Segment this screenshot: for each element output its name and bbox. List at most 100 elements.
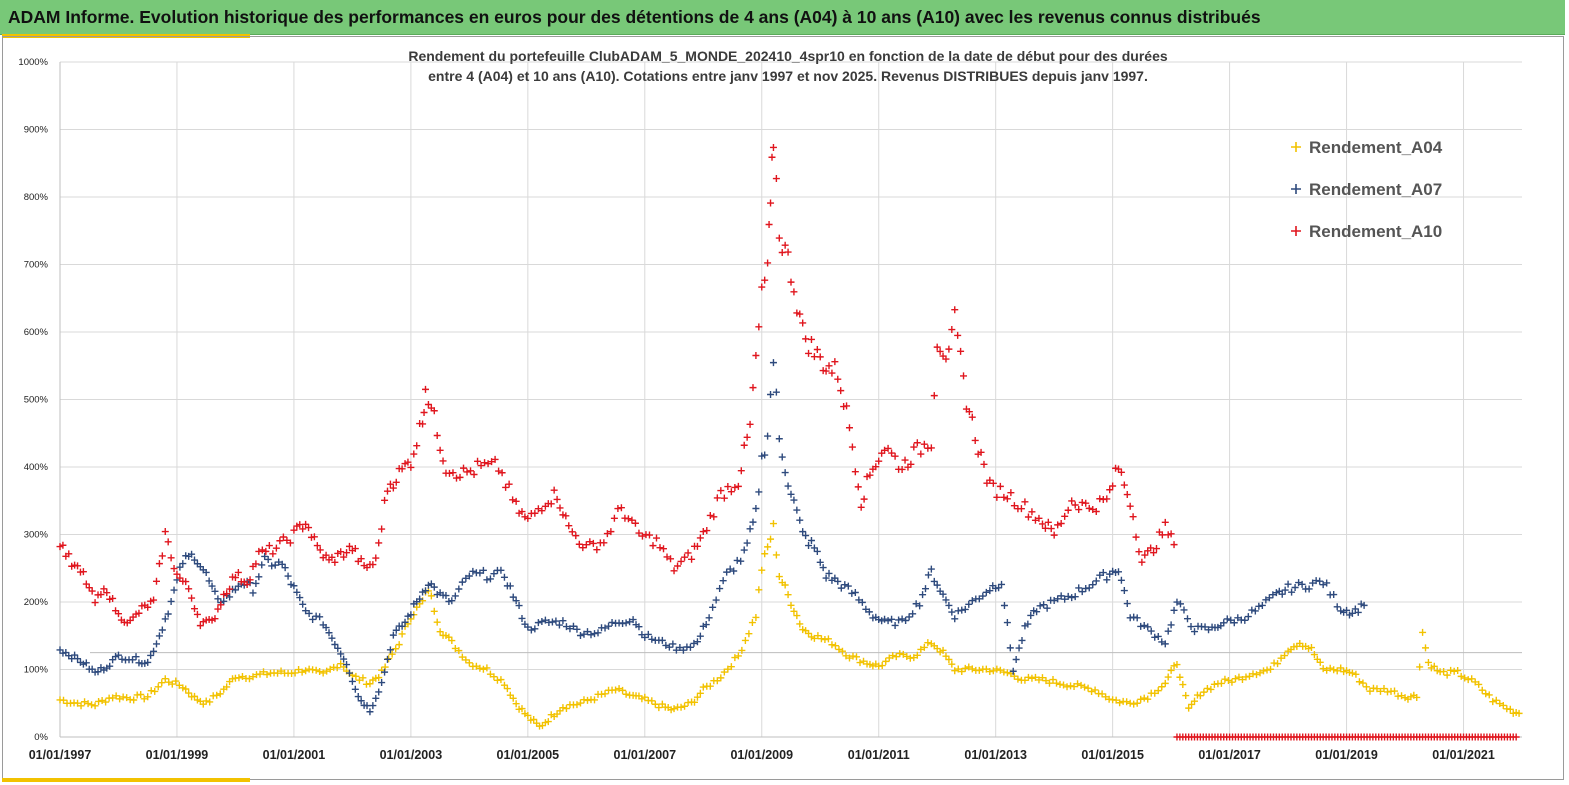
rendement-a10-point (246, 576, 254, 584)
rendement-a10-point (884, 444, 892, 452)
rendement-a10-point (1161, 518, 1169, 526)
rendement-a04-point (1256, 669, 1264, 677)
rendement-a04-point (1164, 673, 1172, 681)
rendement-a07-point (284, 572, 292, 580)
rendement-a10-point (822, 367, 830, 375)
rendement-a10-point (631, 519, 639, 527)
rendement-a04-point (761, 550, 769, 558)
rendement-a10-point (930, 392, 938, 400)
rendement-a10-point (986, 476, 994, 484)
rendement-a10-point (670, 567, 678, 575)
rendement-a04-point (1413, 693, 1421, 701)
rendement-a07-point (793, 506, 801, 514)
rendement-a07-point (366, 708, 374, 716)
rendement-a10-point (82, 580, 90, 588)
rendement-a07-point (1180, 606, 1188, 614)
rendement-a04-point (168, 680, 176, 688)
rendement-a04-point (1376, 687, 1384, 695)
rendement-a07-point (749, 518, 757, 526)
rendement-a07-point (340, 655, 348, 663)
rendement-a10-point (378, 525, 386, 533)
rendement-a07-point (176, 563, 184, 571)
rendement-a07-point (922, 585, 930, 593)
x-tick-label: 01/01/2009 (730, 748, 793, 762)
rendement-a10-point (752, 352, 760, 360)
rendement-a10-point (854, 483, 862, 491)
rendement-a10-point (1123, 491, 1131, 499)
rendement-a07-point (841, 581, 849, 589)
rendement-a04-point (852, 653, 860, 661)
rendement-a07-point (902, 616, 910, 624)
rendement-a04-point (366, 680, 374, 688)
rendement-a07-point (562, 623, 570, 631)
rendement-a04-point (109, 694, 117, 702)
rendement-a07-point (381, 668, 389, 676)
x-tick-label: 01/01/2005 (497, 748, 560, 762)
rendement-a10-point (816, 353, 824, 361)
rendement-a04-point (102, 698, 110, 706)
header-banner: ADAM Informe. Evolution historique des p… (0, 0, 1565, 35)
y-tick-label: 500% (24, 395, 49, 406)
x-tick-label: 01/01/2013 (964, 748, 1027, 762)
rendement-a04-point (1267, 665, 1275, 673)
rendement-a07-point (626, 618, 634, 626)
rendement-a07-point (1323, 579, 1331, 587)
rendement-a07-point (822, 574, 830, 582)
rendement-a10-point (1044, 518, 1052, 526)
rendement-a07-point (924, 571, 932, 579)
rendement-a10-point (660, 545, 668, 553)
rendement-a04-point (986, 668, 994, 676)
rendement-a07-point (451, 592, 459, 600)
rendement-a04-point (260, 668, 268, 676)
rendement-a07-point (641, 633, 649, 641)
rendement-a04-point (913, 651, 921, 659)
y-tick-label: 900% (24, 125, 49, 136)
rendement-a10-point (713, 494, 721, 502)
rendement-a04-point (787, 601, 795, 609)
rendement-a04-point (1102, 693, 1110, 701)
rendement-a04-point (885, 654, 893, 662)
rendement-a10-point (593, 546, 601, 554)
rendement-a07-point (1054, 595, 1062, 603)
rendement-a10-point (234, 568, 242, 576)
rendement-a04-point (433, 618, 441, 626)
rendement-a10-point (799, 319, 807, 327)
rendement-a10-point (1031, 516, 1039, 524)
rendement-a04-point (648, 697, 656, 705)
rendement-a04-point (112, 692, 120, 700)
rendement-a04-point (696, 689, 704, 697)
rendement-a07-point (905, 613, 913, 621)
chart-frame (2, 36, 1564, 780)
rendement-a04-point (1228, 678, 1236, 686)
rendement-a07-point (401, 618, 409, 626)
y-tick-label: 800% (24, 192, 49, 203)
rendement-a07-point (1057, 592, 1065, 600)
rendement-a10-point (586, 538, 594, 546)
rendement-a10-point (851, 468, 859, 476)
rendement-a04-point (84, 700, 92, 708)
rendement-a10-point (837, 387, 845, 395)
rendement-a04-point (1330, 666, 1338, 674)
rendement-a04-point (295, 666, 303, 674)
rendement-a10-point (164, 538, 172, 546)
rendement-a07-point (309, 615, 317, 623)
rendement-a04-point (1499, 701, 1507, 709)
rendement-a04-point (1464, 676, 1472, 684)
rendement-a07-point (919, 591, 927, 599)
rendement-a10-point (1120, 481, 1128, 489)
rendement-a07-point (740, 546, 748, 554)
rendement-a07-point (261, 552, 269, 560)
rendement-a07-point (1251, 607, 1259, 615)
rendement-a04-point (191, 692, 199, 700)
rendement-a07-point (1092, 577, 1100, 585)
rendement-a10-point (857, 503, 865, 511)
rendement-a07-point (1360, 601, 1368, 609)
rendement-a07-point (1258, 601, 1266, 609)
rendement-a04-point (1224, 676, 1232, 684)
rendement-a10-point (866, 471, 874, 479)
rendement-a07-point (150, 647, 158, 655)
rendement-a07-point (1291, 584, 1299, 592)
rendement-a10-point (188, 594, 196, 602)
rendement-a10-point (59, 541, 67, 549)
rendement-a04-point (462, 656, 470, 664)
